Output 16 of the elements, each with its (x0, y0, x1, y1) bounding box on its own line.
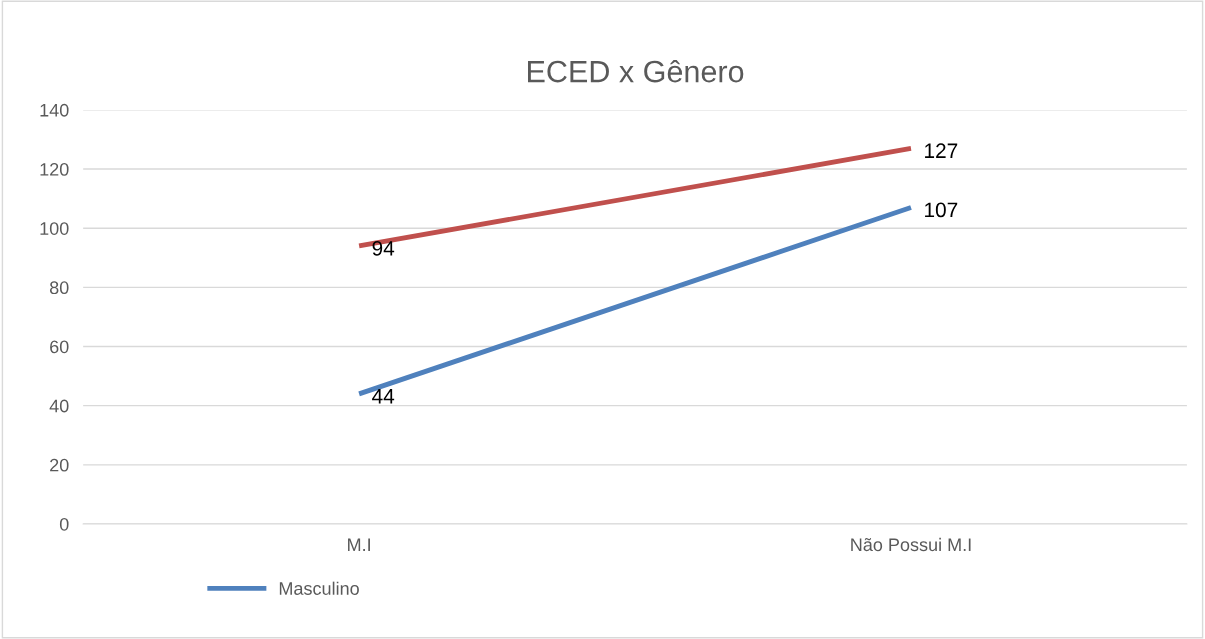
x-tick-label: Não Possui M.I (851, 537, 971, 552)
y-tick-label: 80 (49, 281, 69, 295)
y-tick-label: 140 (40, 103, 69, 117)
y-tick-label: 40 (49, 399, 69, 413)
y-tick-label: 120 (40, 163, 69, 176)
y-tick-label: 100 (40, 222, 69, 235)
y-tick-label: 0 (59, 517, 69, 531)
x-tick-label: M.I (348, 538, 370, 551)
data-label: 107 (925, 202, 958, 218)
data-label: 94 (372, 240, 395, 256)
y-tick-label: 20 (50, 458, 69, 472)
chart-title: ECED x Gênero (528, 59, 744, 83)
data-label: 127 (925, 143, 958, 158)
legend-label: Masculino (279, 581, 359, 595)
y-tick-label: 60 (50, 340, 69, 354)
data-label: 44 (372, 389, 395, 404)
